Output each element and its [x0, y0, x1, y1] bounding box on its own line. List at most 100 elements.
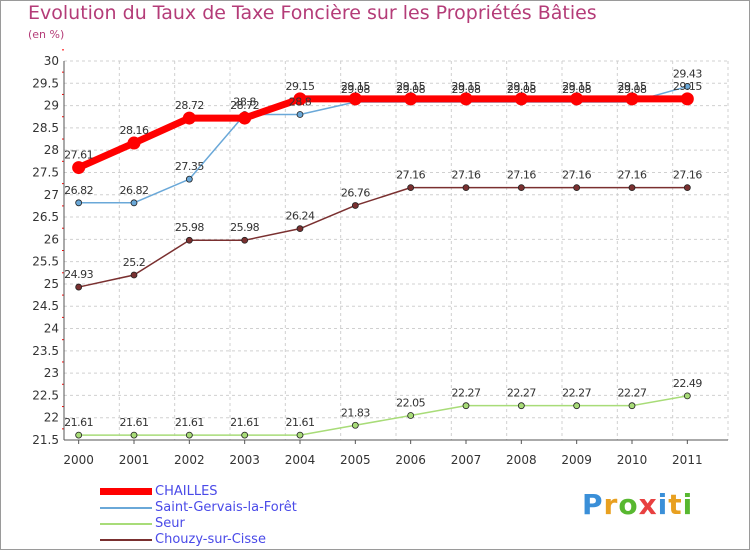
y-tick-label: 24.5	[32, 299, 59, 313]
data-point	[462, 402, 470, 410]
x-tick-label: 2001	[119, 453, 150, 467]
data-label: 25.2	[123, 256, 146, 269]
data-point	[348, 92, 362, 106]
data-label: 21.61	[230, 416, 259, 429]
logo-letter: o	[618, 488, 639, 521]
y-tick-label: 29.5	[32, 76, 59, 90]
data-label: 22.27	[618, 387, 647, 400]
x-tick-label: 2007	[451, 453, 482, 467]
legend-swatch-seur	[100, 523, 152, 525]
x-tick-label: 2002	[174, 453, 205, 467]
data-label: 29.15	[562, 80, 591, 93]
legend-label-chouzy: Chouzy-sur-Cisse	[155, 532, 266, 547]
y-tick-label: 21.5	[32, 433, 59, 447]
data-label: 29.08	[507, 83, 536, 96]
legend-swatch-chouzy	[100, 539, 152, 541]
data-point	[72, 161, 86, 175]
data-point	[293, 92, 307, 106]
data-point	[683, 184, 691, 192]
y-tick-label: 28	[44, 143, 59, 157]
x-tick-label: 2005	[340, 453, 371, 467]
data-label: 28.72	[175, 99, 204, 112]
data-point	[238, 111, 252, 125]
data-point	[241, 236, 249, 244]
data-point	[459, 92, 473, 106]
y-tick-label: 29	[44, 99, 59, 113]
data-label: 21.61	[175, 416, 204, 429]
data-label: 29.43	[673, 67, 702, 80]
data-point	[185, 431, 193, 439]
data-label: 21.61	[286, 416, 315, 429]
logo-letter: P	[582, 488, 604, 521]
data-label: 27.16	[618, 169, 647, 182]
x-tick-label: 2008	[506, 453, 537, 467]
data-point	[517, 184, 525, 192]
unit-label: (en %)	[28, 28, 65, 41]
data-label: 21.83	[341, 406, 370, 419]
data-point	[75, 431, 83, 439]
data-label: 22.27	[562, 387, 591, 400]
logo-letter: t	[668, 488, 683, 521]
y-tick-label: 27	[44, 188, 59, 202]
data-label: 27.35	[175, 160, 204, 173]
data-label: 29.15	[618, 80, 647, 93]
data-label: 29.15	[286, 80, 315, 93]
data-point	[517, 402, 525, 410]
legend-label-chailles: CHAILLES	[155, 484, 218, 499]
x-tick-label: 2010	[617, 453, 648, 467]
data-label: 29.08	[396, 83, 425, 96]
series-line-3	[78, 186, 688, 288]
data-point	[75, 199, 83, 207]
y-tick-label: 30	[44, 54, 59, 68]
data-point	[570, 92, 584, 106]
data-point	[514, 92, 528, 106]
data-point	[404, 92, 418, 106]
logo-letter: x	[638, 488, 658, 521]
y-tick-label: 25	[44, 277, 59, 291]
data-label: 25.98	[175, 221, 204, 234]
series-line-2	[78, 395, 688, 436]
data-label: 22.05	[396, 396, 425, 409]
y-tick-label: 22	[44, 411, 59, 425]
data-label: 29.08	[341, 83, 370, 96]
y-tick-label: 26.5	[32, 210, 59, 224]
data-point	[185, 175, 193, 183]
x-tick-label: 2000	[63, 453, 94, 467]
data-point	[127, 136, 141, 150]
data-label: 21.61	[120, 416, 149, 429]
data-point	[130, 271, 138, 279]
y-tick-label: 28.5	[32, 121, 59, 135]
data-point	[130, 431, 138, 439]
chart-title: Evolution du Taux de Taxe Foncière sur l…	[28, 2, 597, 24]
data-label: 21.61	[64, 416, 93, 429]
data-label: 26.76	[341, 186, 370, 199]
x-tick-label: 2006	[395, 453, 426, 467]
data-label: 28.16	[120, 124, 149, 137]
data-point	[683, 83, 691, 90]
data-label: 27.16	[396, 169, 425, 182]
data-label: 29.08	[452, 83, 481, 96]
legend-label-seur: Seur	[155, 516, 185, 531]
data-label: 28.72	[230, 99, 259, 112]
data-point	[625, 92, 639, 106]
data-label: 22.27	[452, 387, 481, 400]
data-point	[75, 283, 83, 291]
data-label: 29.08	[562, 83, 591, 96]
data-label: 29.15	[673, 80, 702, 93]
data-point	[185, 236, 193, 244]
data-point	[182, 111, 196, 125]
y-tick-label: 23.5	[32, 344, 59, 358]
data-label: 24.93	[64, 268, 93, 281]
data-label: 26.24	[286, 210, 315, 223]
data-label: 22.27	[507, 387, 536, 400]
data-label: 27.61	[64, 149, 93, 162]
data-point	[296, 225, 304, 233]
data-label: 27.16	[452, 169, 481, 182]
data-label: 27.16	[673, 169, 702, 182]
data-point	[351, 421, 359, 429]
data-label: 29.15	[396, 80, 425, 93]
data-point	[407, 412, 415, 419]
y-tick-label: 24	[44, 322, 59, 336]
y-tick-label: 23	[44, 366, 59, 380]
